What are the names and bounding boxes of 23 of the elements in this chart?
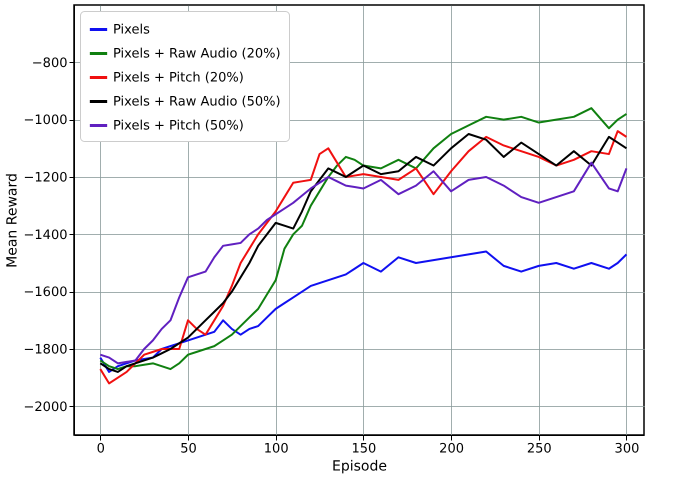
x-axis-title: Episode xyxy=(332,458,387,474)
legend-label: Pixels + Raw Audio (20%) xyxy=(113,46,281,62)
legend-label: Pixels + Raw Audio (50%) xyxy=(113,94,281,110)
x-tick-label: 200 xyxy=(439,442,464,456)
y-tick-label: −1200 xyxy=(24,170,68,186)
x-tick-label: 0 xyxy=(96,442,105,456)
legend-label: Pixels xyxy=(113,22,150,38)
x-tick-label: 150 xyxy=(351,442,376,456)
line-series xyxy=(99,250,628,373)
y-tick-label: −1600 xyxy=(24,285,68,300)
x-tick-label: 300 xyxy=(614,442,640,456)
legend-label: Pixels + Pitch (50%) xyxy=(113,118,244,134)
y-tick-label: −1800 xyxy=(24,342,68,358)
y-axis-title: Mean Reward xyxy=(4,173,21,268)
y-tick-label: −2000 xyxy=(24,400,68,415)
x-tick-label: 250 xyxy=(526,442,552,456)
x-tick-label: 100 xyxy=(264,442,289,456)
y-tick-label: −800 xyxy=(32,56,68,71)
x-tick-label: 50 xyxy=(180,442,197,456)
line-series xyxy=(99,162,628,364)
y-tick-label: −1400 xyxy=(24,228,68,243)
legend-label: Pixels + Pitch (20%) xyxy=(113,70,244,86)
y-tick-label: −1000 xyxy=(24,113,68,128)
